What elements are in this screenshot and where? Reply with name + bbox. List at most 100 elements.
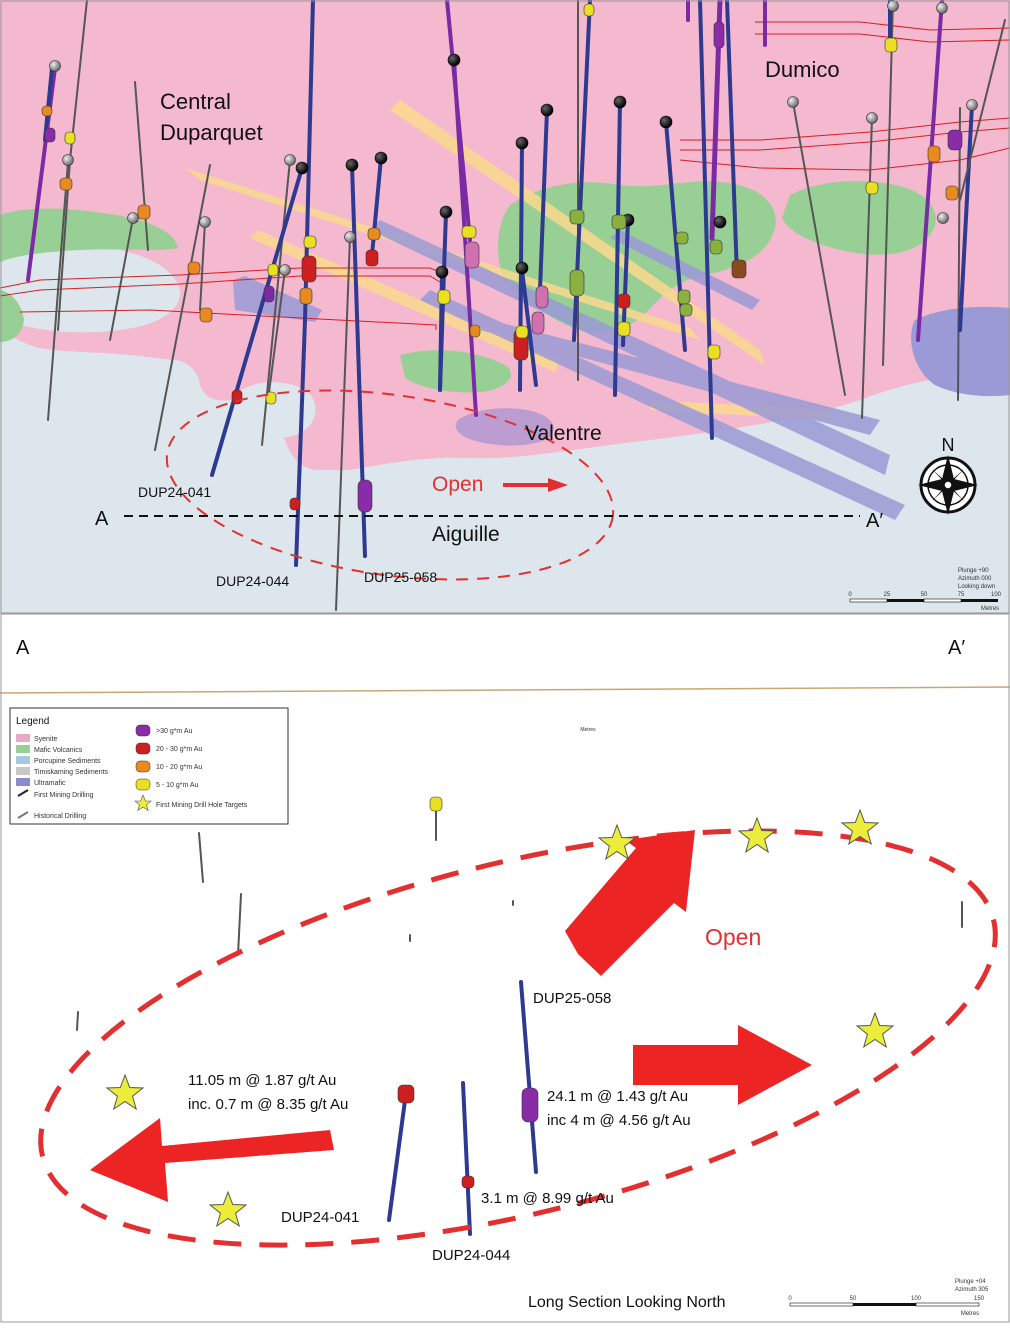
drill-hole-058 xyxy=(519,980,538,1174)
topography-line xyxy=(0,686,1010,694)
target-star-6 xyxy=(208,1190,248,1228)
plan-drill-holes xyxy=(26,0,1006,611)
section-scale-tick-0: 0 xyxy=(788,1296,792,1302)
legend-label-grade-5-10: 5 - 10 g*m Au xyxy=(156,782,199,789)
legend-label-syenite: Syenite xyxy=(34,736,57,743)
plan-scale-tick-3: 75 xyxy=(958,592,965,598)
plan-collars-first-mining xyxy=(295,53,727,279)
target-star-2 xyxy=(737,816,777,854)
section-hole-label-058: DUP25-058 xyxy=(533,990,611,1007)
target-star-4 xyxy=(855,1011,895,1049)
section-scale-bar: 0 50 100 150 Metres xyxy=(788,1296,984,1317)
ultramafic-dyke-bands xyxy=(233,220,905,520)
legend-label-porcupine: Porcupine Sediments xyxy=(34,758,101,765)
intercept-058-line1: 24.1 m @ 1.43 g/t Au xyxy=(547,1088,688,1105)
legend-swatch-grade-5-10 xyxy=(135,778,151,791)
ultramafic-zone-right xyxy=(911,306,1010,397)
plan-view-info-2: Azimuth 000 xyxy=(958,576,992,582)
target-star-1 xyxy=(597,823,637,861)
plan-hole-label-044: DUP24-044 xyxy=(216,573,289,589)
section-view-frame xyxy=(0,613,1010,1323)
plan-collars-historical xyxy=(49,0,978,276)
section-start-label: A xyxy=(95,508,109,530)
sediment-lobe-mid xyxy=(235,382,316,438)
ultramafic-zone-valentre xyxy=(455,408,554,446)
legend-swatch-ultramafic xyxy=(16,778,30,786)
assay-044 xyxy=(461,1175,475,1189)
arrow-left xyxy=(90,1118,334,1202)
arrow-up-right xyxy=(565,830,695,976)
legend-swatch-timiskaming xyxy=(16,767,30,775)
drill-hole-041 xyxy=(387,1091,408,1222)
aiguille-label: Aiguille xyxy=(432,523,500,546)
central-label-line1: Central xyxy=(160,89,231,114)
section-historical-drill-traces xyxy=(76,809,963,1031)
plan-view-info-3: Looking down xyxy=(958,584,995,590)
legend-label-grade-30: >30 g*m Au xyxy=(156,728,192,735)
legend-label-first-mining-drilling: First Mining Drilling xyxy=(34,792,94,799)
target-star-3 xyxy=(840,808,880,846)
legend-swatch-grade-20-30 xyxy=(135,742,151,755)
drill-hole-044 xyxy=(461,1081,472,1236)
plan-open-arrow xyxy=(503,478,568,492)
legend-label-mafic: Mafic Volcanics xyxy=(34,747,83,754)
legend-swatch-syenite xyxy=(16,734,30,742)
assay-041 xyxy=(397,1084,415,1104)
intercept-044: 3.1 m @ 8.99 g/t Au xyxy=(481,1190,614,1207)
section-drill-holes xyxy=(387,980,538,1236)
plan-scale-tick-2: 50 xyxy=(921,592,928,598)
arrow-right xyxy=(633,1025,812,1105)
section-view-panel: A A′ Metres Legend Syenite Mafic Volcani… xyxy=(0,614,1010,1323)
section-corner-right: A′ xyxy=(948,637,965,659)
section-scale-tick-2: 100 xyxy=(911,1296,922,1302)
target-star-5 xyxy=(105,1073,145,1111)
north-arrow-icon xyxy=(918,455,978,515)
section-end-label: A′ xyxy=(866,510,883,532)
mafic-zone-center-right xyxy=(782,181,936,255)
target-stars xyxy=(105,808,895,1228)
legend-title: Legend xyxy=(16,716,49,727)
legend-label-timiskaming: Timiskaming Sediments xyxy=(34,769,109,776)
section-scale-unit: Metres xyxy=(961,1311,979,1317)
plan-text-labels: Central Duparquet Dumico Valentre Aiguil… xyxy=(95,57,1002,612)
legend-label-target: First Mining Drill Hole Targets xyxy=(156,802,248,809)
intercept-058-line2: inc 4 m @ 4.56 g/t Au xyxy=(547,1112,691,1129)
plan-hole-label-058: DUP25-058 xyxy=(364,569,437,585)
legend-label-ultramafic: Ultramafic xyxy=(34,780,66,787)
section-view-info-1: Plunge +04 xyxy=(955,1279,986,1285)
plan-scale-tick-4: 100 xyxy=(991,592,1002,598)
legend-swatch-grade-10-20 xyxy=(135,760,151,773)
mafic-zone-bottom xyxy=(400,350,511,393)
section-hole-label-044: DUP24-044 xyxy=(432,1247,510,1264)
plan-view-info-1: Plunge +90 xyxy=(958,568,989,574)
assay-058 xyxy=(521,1087,539,1123)
legend-swatch-porcupine xyxy=(16,756,30,764)
plan-open-label: Open xyxy=(432,473,483,496)
legend: Legend Syenite Mafic Volcanics Porcupine… xyxy=(9,707,289,825)
section-caption: Long Section Looking North xyxy=(528,1294,725,1311)
legend-swatch-first-mining-drilling xyxy=(17,789,29,797)
legend-target-star-icon xyxy=(134,794,152,812)
section-open-arrows xyxy=(90,830,812,1202)
section-corner-left: A xyxy=(16,637,30,659)
plan-hole-label-041: DUP24-041 xyxy=(138,484,211,500)
plan-scale-tick-0: 0 xyxy=(848,592,852,598)
section-small-metres: Metres xyxy=(580,727,596,733)
intercept-041-line1: 11.05 m @ 1.87 g/t Au xyxy=(188,1072,336,1089)
section-open-target-ellipse xyxy=(38,828,998,1248)
dumico-label: Dumico xyxy=(765,57,840,82)
north-label: N xyxy=(942,435,955,455)
plan-view-frame xyxy=(0,0,1010,614)
intercept-041-line2: inc. 0.7 m @ 8.35 g/t Au xyxy=(188,1096,348,1113)
legend-label-historical-drilling: Historical Drilling xyxy=(34,813,86,820)
plan-assay-cylinders xyxy=(41,3,963,513)
legend-label-grade-10-20: 10 - 20 g*m Au xyxy=(156,764,202,771)
section-view-info-2: Azimuth 305 xyxy=(955,1287,989,1293)
plan-scale-tick-1: 25 xyxy=(884,592,891,598)
legend-swatch-mafic xyxy=(16,745,30,753)
section-scale-tick-1: 50 xyxy=(850,1296,857,1302)
legend-swatch-historical-drilling xyxy=(17,811,29,819)
legend-swatch-grade-30 xyxy=(135,724,151,737)
